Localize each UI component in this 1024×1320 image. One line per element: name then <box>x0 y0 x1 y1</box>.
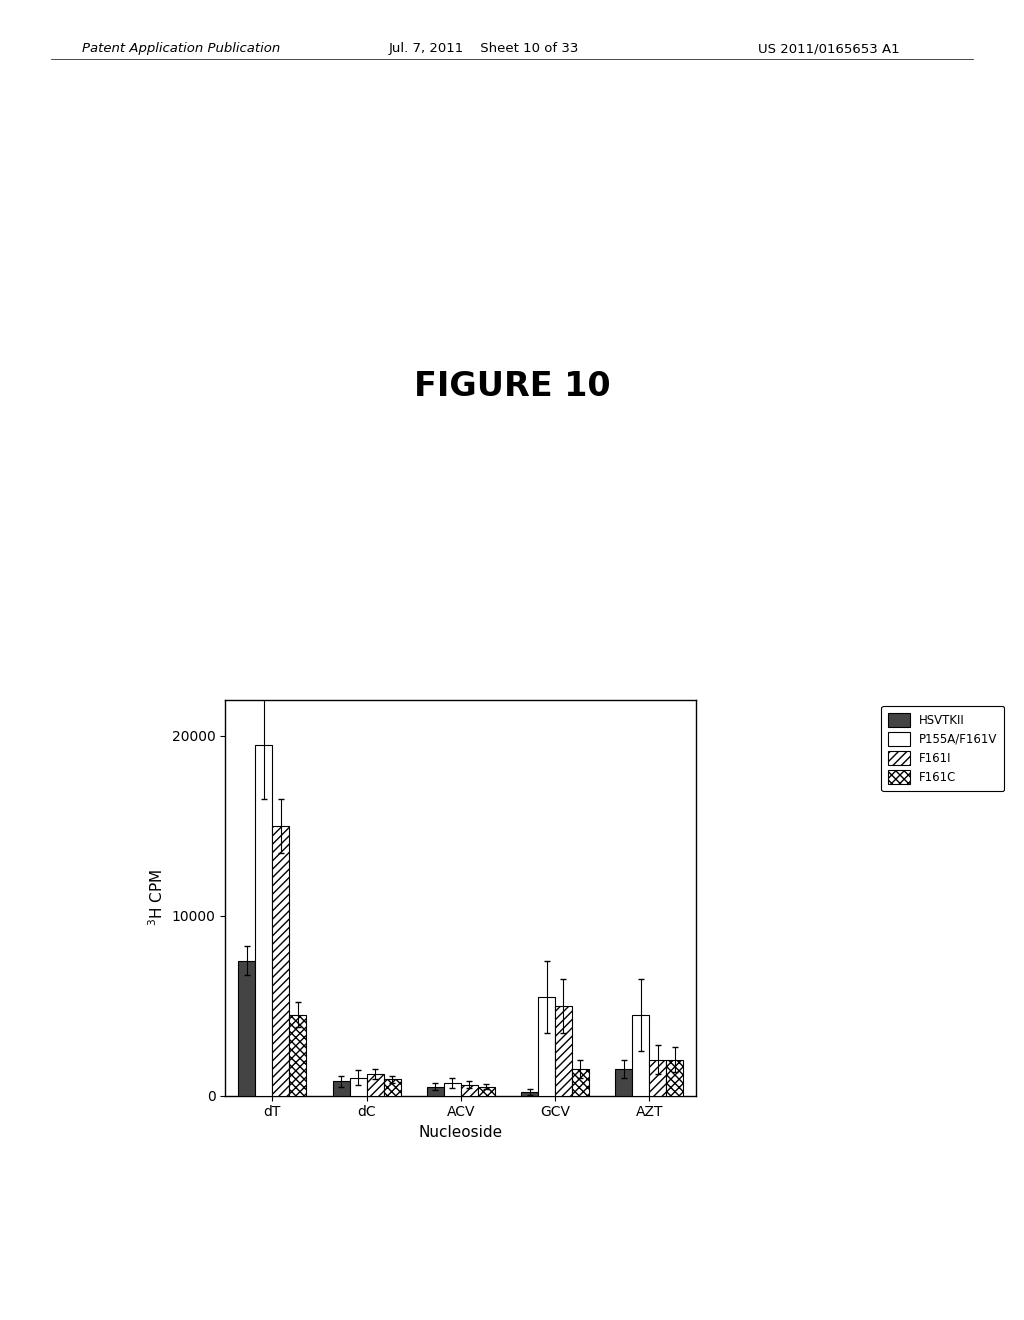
Bar <box>632 1015 649 1096</box>
Bar <box>255 744 272 1096</box>
Bar <box>443 1082 461 1096</box>
Bar <box>427 1086 443 1096</box>
Bar <box>572 1069 589 1096</box>
Legend: HSVTKII, P155A/F161V, F161I, F161C: HSVTKII, P155A/F161V, F161I, F161C <box>882 705 1005 792</box>
Bar <box>239 961 255 1096</box>
Bar <box>649 1060 667 1096</box>
Bar <box>521 1092 538 1096</box>
Bar <box>367 1074 384 1096</box>
Bar <box>272 825 290 1096</box>
Text: Jul. 7, 2011    Sheet 10 of 33: Jul. 7, 2011 Sheet 10 of 33 <box>389 42 580 55</box>
X-axis label: Nucleoside: Nucleoside <box>419 1125 503 1140</box>
Bar <box>538 997 555 1096</box>
Y-axis label: $^3$H CPM: $^3$H CPM <box>147 869 166 927</box>
Bar <box>384 1080 400 1096</box>
Bar <box>667 1060 683 1096</box>
Bar <box>333 1081 349 1096</box>
Bar <box>290 1015 306 1096</box>
Bar <box>461 1085 478 1096</box>
Bar <box>615 1069 632 1096</box>
Text: FIGURE 10: FIGURE 10 <box>414 370 610 403</box>
Bar <box>478 1086 495 1096</box>
Text: US 2011/0165653 A1: US 2011/0165653 A1 <box>758 42 899 55</box>
Bar <box>555 1006 572 1096</box>
Text: Patent Application Publication: Patent Application Publication <box>82 42 281 55</box>
Bar <box>349 1077 367 1096</box>
